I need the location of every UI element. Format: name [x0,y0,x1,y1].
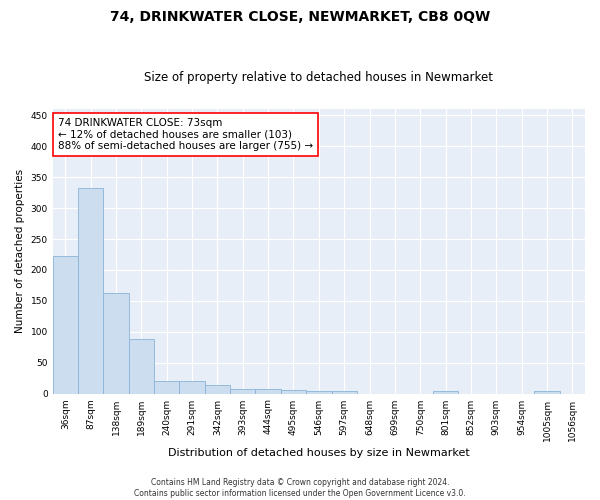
Bar [535,391,560,394]
Bar [78,188,103,394]
Text: Contains HM Land Registry data © Crown copyright and database right 2024.
Contai: Contains HM Land Registry data © Crown c… [134,478,466,498]
Text: 74, DRINKWATER CLOSE, NEWMARKET, CB8 0QW: 74, DRINKWATER CLOSE, NEWMARKET, CB8 0QW [110,10,490,24]
Bar [129,339,154,394]
Bar [281,390,306,394]
Bar [205,385,230,394]
Bar [256,389,281,394]
Title: Size of property relative to detached houses in Newmarket: Size of property relative to detached ho… [145,72,493,85]
Bar [53,256,78,394]
Bar [306,391,332,394]
Bar [154,381,179,394]
X-axis label: Distribution of detached houses by size in Newmarket: Distribution of detached houses by size … [168,448,470,458]
Text: 74 DRINKWATER CLOSE: 73sqm
← 12% of detached houses are smaller (103)
88% of sem: 74 DRINKWATER CLOSE: 73sqm ← 12% of deta… [58,118,313,151]
Bar [103,293,129,394]
Bar [332,391,357,394]
Y-axis label: Number of detached properties: Number of detached properties [15,170,25,334]
Bar [179,381,205,394]
Bar [230,389,256,394]
Bar [433,391,458,394]
